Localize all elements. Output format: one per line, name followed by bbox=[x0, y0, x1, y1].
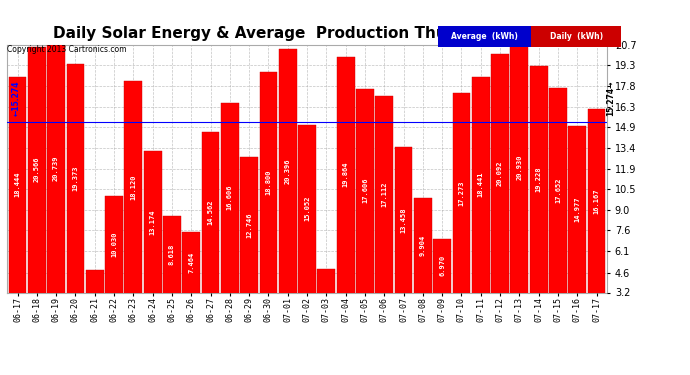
Text: 20.092: 20.092 bbox=[497, 160, 503, 186]
Text: 18.441: 18.441 bbox=[477, 172, 484, 198]
Bar bbox=[259, 72, 277, 338]
Text: 6.970: 6.970 bbox=[439, 255, 445, 276]
Text: 8.618: 8.618 bbox=[169, 243, 175, 265]
Text: 19.864: 19.864 bbox=[343, 162, 348, 188]
Bar bbox=[240, 158, 258, 338]
Text: 9.904: 9.904 bbox=[420, 234, 426, 256]
Text: 16.167: 16.167 bbox=[593, 188, 600, 213]
Text: 20.566: 20.566 bbox=[34, 157, 40, 183]
Text: 19.228: 19.228 bbox=[535, 166, 542, 192]
Text: Average  (kWh): Average (kWh) bbox=[451, 32, 518, 41]
Bar bbox=[47, 45, 65, 338]
Text: 12.746: 12.746 bbox=[246, 212, 252, 238]
Text: 16.606: 16.606 bbox=[227, 185, 233, 210]
Text: 10.030: 10.030 bbox=[111, 231, 117, 257]
Bar bbox=[182, 232, 200, 338]
Bar bbox=[105, 196, 123, 338]
Text: 19.373: 19.373 bbox=[72, 165, 79, 191]
Text: 20.739: 20.739 bbox=[53, 156, 59, 181]
Bar bbox=[491, 54, 509, 338]
Text: 14.562: 14.562 bbox=[208, 200, 213, 225]
Bar bbox=[414, 198, 432, 338]
Text: 18.120: 18.120 bbox=[130, 174, 137, 200]
Bar bbox=[356, 89, 374, 338]
Bar bbox=[221, 103, 239, 338]
Text: 17.273: 17.273 bbox=[458, 180, 464, 206]
Bar bbox=[86, 270, 104, 338]
Bar bbox=[201, 132, 219, 338]
Text: 13.174: 13.174 bbox=[150, 209, 156, 235]
Bar bbox=[317, 269, 335, 338]
Text: Daily Solar Energy & Average  Production Thu Jul 18 05:40: Daily Solar Energy & Average Production … bbox=[53, 26, 554, 41]
Bar bbox=[530, 66, 548, 338]
Text: 13.458: 13.458 bbox=[401, 207, 406, 233]
Text: 15.274→: 15.274→ bbox=[607, 81, 615, 116]
Bar bbox=[66, 64, 84, 338]
Bar bbox=[337, 57, 355, 338]
Text: 18.444: 18.444 bbox=[14, 172, 21, 198]
Bar bbox=[511, 42, 529, 338]
Text: 20.396: 20.396 bbox=[285, 158, 290, 184]
Bar bbox=[9, 77, 26, 338]
Text: 20.930: 20.930 bbox=[516, 154, 522, 180]
Bar bbox=[298, 125, 316, 338]
Text: Daily  (kWh): Daily (kWh) bbox=[550, 32, 602, 41]
Bar bbox=[453, 93, 471, 338]
Bar bbox=[279, 49, 297, 338]
Text: 7.464: 7.464 bbox=[188, 252, 195, 273]
Text: 17.112: 17.112 bbox=[382, 182, 387, 207]
Bar bbox=[144, 152, 161, 338]
Bar bbox=[588, 109, 605, 338]
Text: 14.977: 14.977 bbox=[574, 196, 580, 222]
Text: ←15.274: ←15.274 bbox=[12, 81, 21, 116]
Bar bbox=[395, 147, 413, 338]
Bar bbox=[28, 47, 46, 338]
Bar bbox=[163, 216, 181, 338]
Bar bbox=[549, 88, 567, 338]
Bar bbox=[375, 96, 393, 338]
Text: Copyright 2013 Cartronics.com: Copyright 2013 Cartronics.com bbox=[7, 45, 126, 54]
Text: 17.652: 17.652 bbox=[555, 177, 561, 203]
Bar bbox=[569, 126, 586, 338]
Bar bbox=[433, 239, 451, 338]
Bar bbox=[124, 81, 142, 338]
Bar bbox=[472, 77, 490, 338]
Text: 18.800: 18.800 bbox=[266, 170, 271, 195]
Text: 15.052: 15.052 bbox=[304, 196, 310, 222]
Text: 17.606: 17.606 bbox=[362, 178, 368, 203]
